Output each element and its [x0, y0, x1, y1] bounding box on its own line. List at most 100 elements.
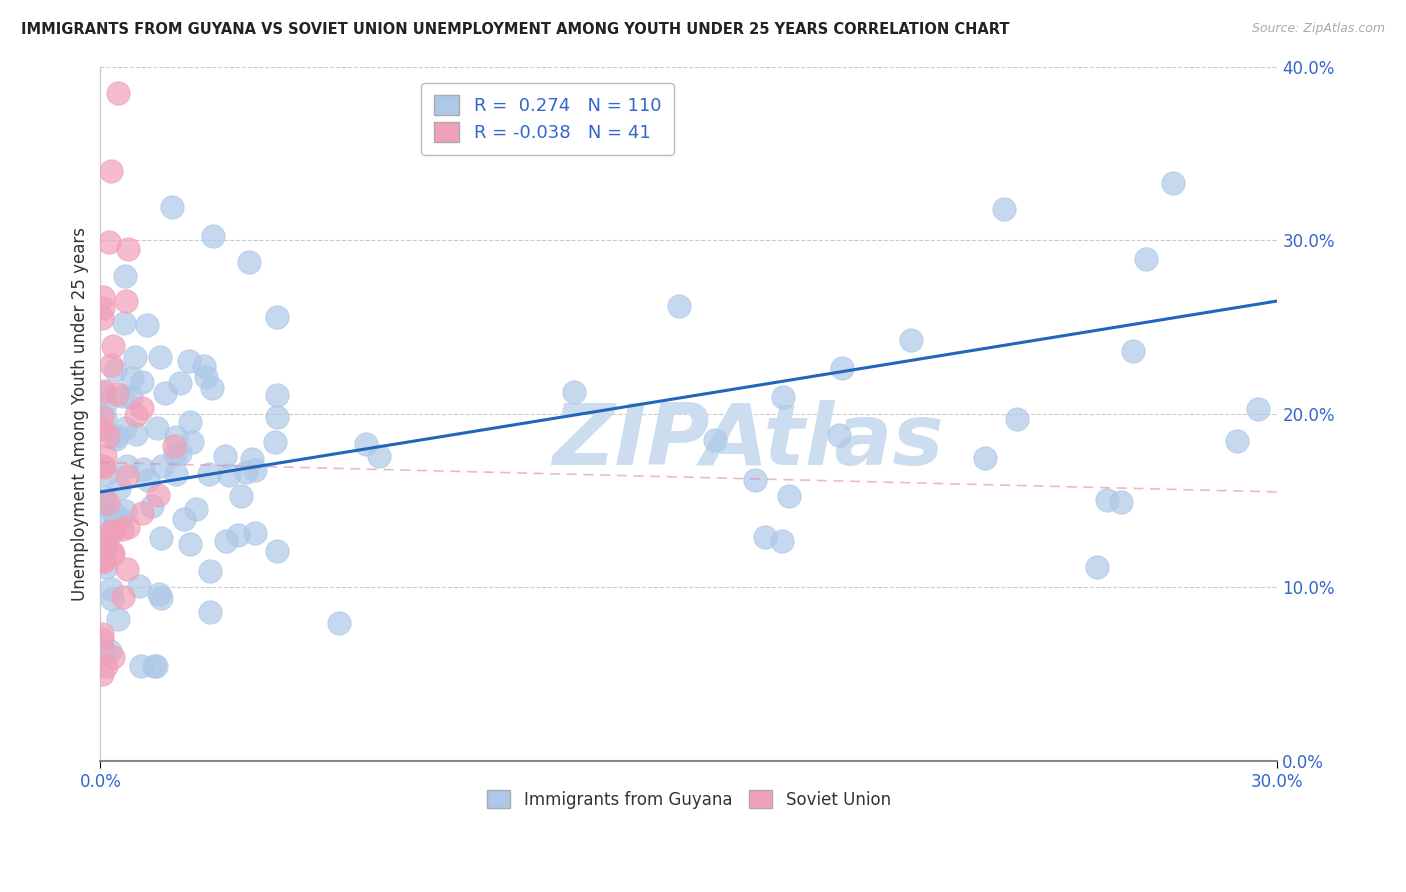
Point — [101, 524, 124, 538]
Point — [115, 468, 138, 483]
Point — [328, 616, 350, 631]
Point — [125, 408, 148, 422]
Point — [149, 351, 172, 365]
Point — [778, 489, 800, 503]
Point — [91, 290, 114, 304]
Point — [115, 458, 138, 473]
Point — [98, 511, 121, 525]
Point — [149, 591, 172, 606]
Point — [100, 359, 122, 373]
Point — [96, 560, 118, 574]
Point — [1007, 411, 1029, 425]
Point — [112, 316, 135, 330]
Point — [129, 658, 152, 673]
Point — [231, 489, 253, 503]
Point — [993, 202, 1015, 217]
Point — [238, 255, 260, 269]
Point — [142, 658, 165, 673]
Point — [218, 468, 240, 483]
Point — [93, 541, 115, 555]
Point — [179, 354, 201, 368]
Point — [150, 531, 173, 545]
Point — [96, 395, 118, 409]
Point — [112, 591, 135, 605]
Legend: Immigrants from Guyana, Soviet Union: Immigrants from Guyana, Soviet Union — [481, 783, 897, 815]
Point — [181, 435, 204, 450]
Point — [1095, 492, 1118, 507]
Point — [94, 535, 117, 549]
Point — [562, 384, 585, 399]
Point — [704, 433, 727, 447]
Point — [160, 201, 183, 215]
Point — [93, 460, 115, 475]
Point — [105, 386, 128, 401]
Point — [125, 427, 148, 442]
Point — [93, 496, 115, 510]
Point — [107, 86, 129, 100]
Point — [770, 533, 793, 548]
Point — [100, 163, 122, 178]
Point — [266, 544, 288, 558]
Point — [128, 579, 150, 593]
Point — [94, 410, 117, 425]
Point — [1226, 434, 1249, 448]
Point — [121, 371, 143, 385]
Point — [831, 361, 853, 376]
Point — [124, 350, 146, 364]
Point — [266, 310, 288, 324]
Point — [111, 388, 134, 402]
Point — [100, 582, 122, 596]
Point — [169, 446, 191, 460]
Point — [91, 632, 114, 647]
Point — [173, 512, 195, 526]
Point — [1122, 343, 1144, 358]
Point — [107, 612, 129, 626]
Point — [264, 434, 287, 449]
Point — [91, 667, 114, 681]
Point — [93, 450, 115, 464]
Point — [114, 421, 136, 435]
Point — [165, 429, 187, 443]
Point — [91, 627, 114, 641]
Point — [235, 465, 257, 479]
Point — [198, 605, 221, 619]
Point — [101, 547, 124, 561]
Point — [242, 452, 264, 467]
Point — [214, 449, 236, 463]
Point — [215, 533, 238, 548]
Point — [115, 293, 138, 308]
Point — [101, 591, 124, 606]
Point — [110, 511, 132, 525]
Point — [117, 242, 139, 256]
Point — [179, 415, 201, 429]
Point — [827, 428, 849, 442]
Point — [136, 473, 159, 487]
Point — [105, 432, 128, 446]
Point — [266, 387, 288, 401]
Point — [101, 545, 124, 559]
Point — [1247, 402, 1270, 417]
Point — [354, 437, 377, 451]
Point — [131, 506, 153, 520]
Point — [91, 311, 114, 326]
Point — [202, 229, 225, 244]
Point — [179, 537, 201, 551]
Point — [754, 530, 776, 544]
Point — [1161, 176, 1184, 190]
Point — [201, 380, 224, 394]
Point — [101, 339, 124, 353]
Point — [228, 528, 250, 542]
Point — [93, 490, 115, 504]
Point — [243, 525, 266, 540]
Point — [266, 410, 288, 425]
Point — [114, 503, 136, 517]
Point — [148, 587, 170, 601]
Point — [103, 649, 125, 664]
Point — [186, 502, 208, 516]
Point — [146, 421, 169, 435]
Point — [104, 429, 127, 443]
Point — [94, 538, 117, 552]
Point — [108, 481, 131, 495]
Point — [163, 447, 186, 461]
Point — [169, 376, 191, 390]
